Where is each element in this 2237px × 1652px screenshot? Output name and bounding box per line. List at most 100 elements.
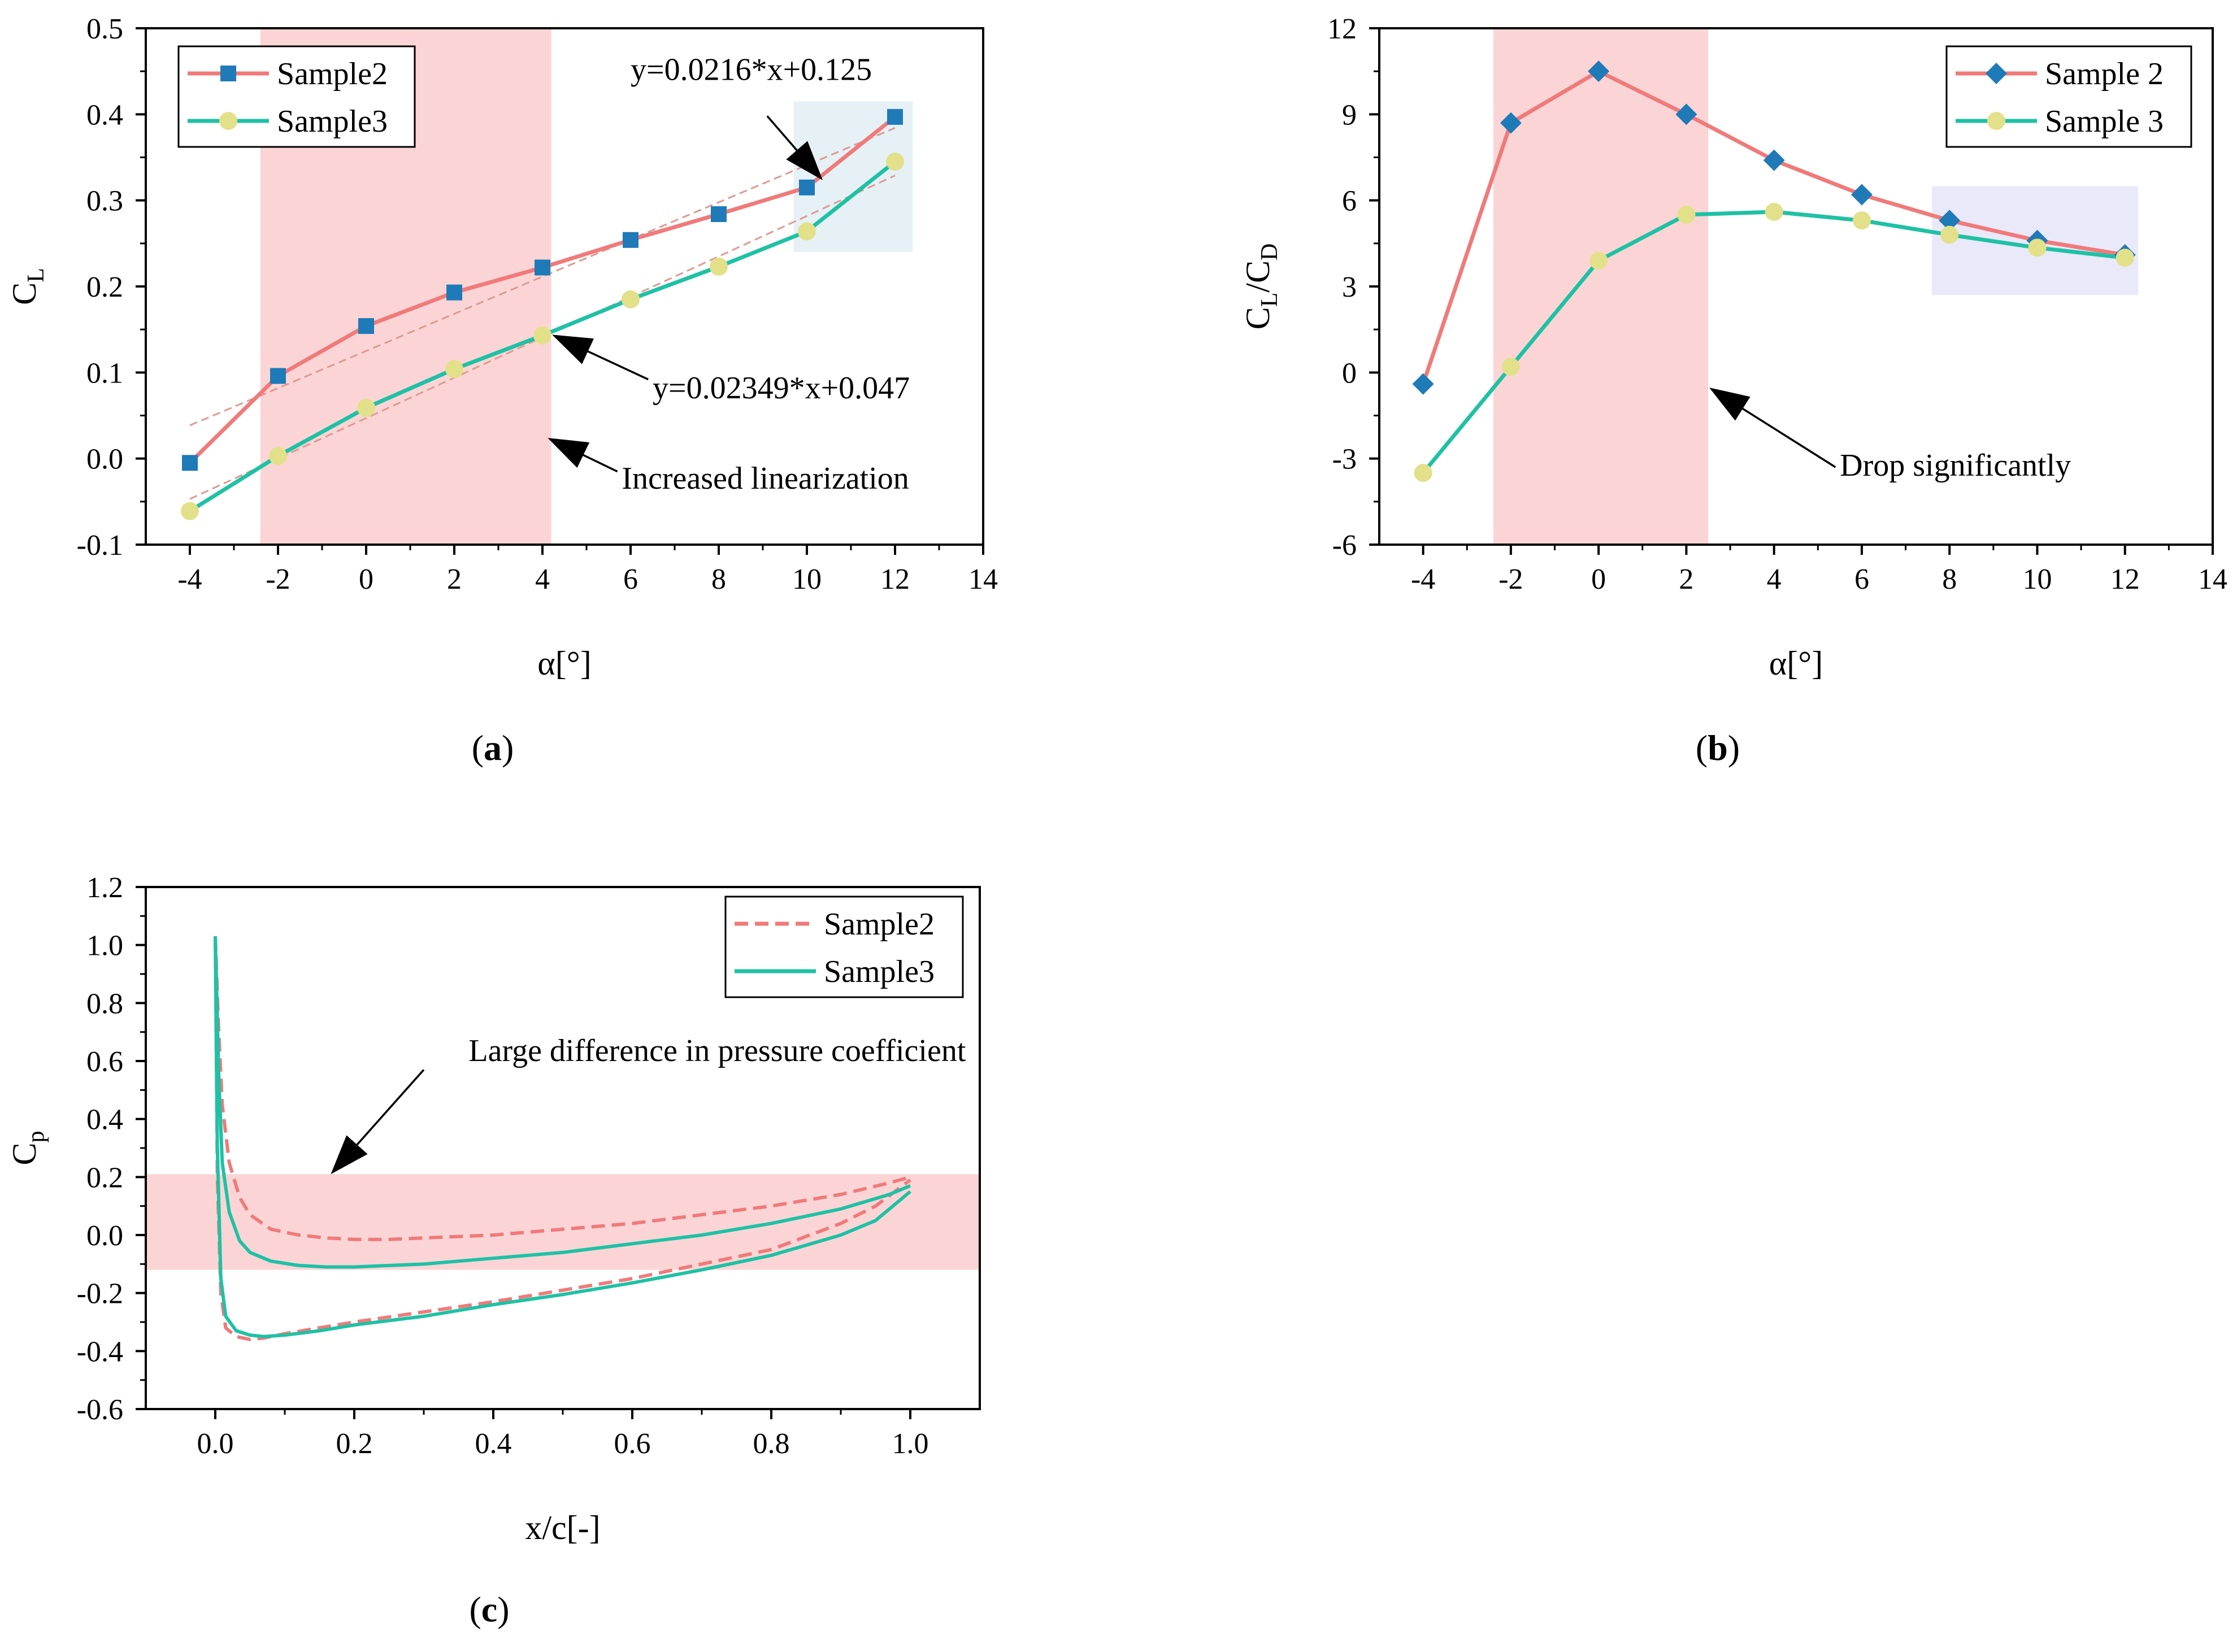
panel-label: (b) xyxy=(1696,728,1740,768)
panel-c: 0.0 0.2 0.4 0.6 0.8 1.0 -0.6 -0.4 -0.2 0.0 0.2 0.4 0… xyxy=(6,872,981,1629)
y-axis-title-subscript: L xyxy=(1257,293,1283,307)
y-tick-label: 1.0 xyxy=(86,930,123,962)
x-tick-label: 4 xyxy=(1767,563,1782,595)
data-point xyxy=(533,326,551,345)
y-tick-label: -0.1 xyxy=(77,529,123,562)
data-point xyxy=(1412,373,1434,395)
cp-curve-lower xyxy=(214,936,911,1338)
y-tick-label: 12 xyxy=(1327,13,1357,45)
highlight-region xyxy=(1493,28,1709,545)
legend-marker xyxy=(220,66,236,81)
x-axis-title: α[°] xyxy=(1769,645,1823,682)
y-axis-title: CL/CD xyxy=(1239,244,1283,330)
data-point xyxy=(1588,60,1610,82)
data-point xyxy=(887,108,903,125)
data-point xyxy=(270,368,286,384)
y-axis-title-part: C xyxy=(6,282,43,305)
cp-curve-upper xyxy=(214,936,911,1269)
x-tick-label: 2 xyxy=(1679,563,1693,595)
legend-label: Sample 3 xyxy=(2045,104,2164,139)
x-tick-label: 14 xyxy=(968,563,998,595)
data-point xyxy=(1765,202,1783,221)
data-point xyxy=(1414,464,1432,482)
data-point xyxy=(535,259,550,276)
x-tick-label: 6 xyxy=(1854,563,1869,595)
data-point xyxy=(2116,249,2134,267)
x-tick-label: 1.0 xyxy=(892,1428,929,1460)
annotation-text: Drop significantly xyxy=(1840,448,2071,483)
data-point xyxy=(1675,103,1697,125)
y-tick-label: 3 xyxy=(1342,271,1357,303)
legend-marker xyxy=(1987,112,2005,130)
legend-label: Sample2 xyxy=(824,907,935,942)
panel-label-close: ) xyxy=(497,1589,509,1629)
annotation-arrow xyxy=(331,1069,425,1175)
annotation-text: y=0.02349*x+0.047 xyxy=(653,371,910,406)
data-point xyxy=(1939,210,1961,232)
x-tick-label: -4 xyxy=(1411,563,1435,595)
legend-label: Sample3 xyxy=(277,104,388,139)
x-tick-label: 8 xyxy=(1942,563,1957,595)
data-point xyxy=(2028,238,2047,257)
x-tick-label: 14 xyxy=(2198,563,2227,595)
y-tick-label: -0.2 xyxy=(77,1278,123,1310)
data-point xyxy=(886,153,904,171)
y-axis-title-subscript: L xyxy=(23,268,49,282)
y-tick-label: 0.2 xyxy=(86,271,123,303)
x-tick-label: 0.0 xyxy=(197,1428,234,1460)
x-tick-label: 10 xyxy=(2022,563,2052,595)
panel-label: (c) xyxy=(469,1589,509,1629)
panel-label-open: ( xyxy=(472,728,484,768)
y-tick-label: 0.5 xyxy=(86,13,123,45)
y-axis-title: CL xyxy=(6,268,49,305)
y-axis-title-subscript: D xyxy=(1257,244,1283,260)
panel-label-close: ) xyxy=(502,728,514,768)
legend-box xyxy=(1945,45,2192,148)
data-point xyxy=(623,232,638,248)
y-tick-label: 0.0 xyxy=(86,1220,123,1252)
y-axis-title-subscript: p xyxy=(23,1131,49,1142)
y-axis-title-part: /C xyxy=(1239,260,1276,293)
panel-label: (a) xyxy=(472,728,514,768)
annotation-text: Increased linearization xyxy=(622,461,909,496)
panel-label-close: ) xyxy=(1728,728,1740,768)
data-point xyxy=(182,455,198,471)
x-tick-label: -4 xyxy=(177,563,202,595)
y-tick-label: 9 xyxy=(1342,99,1357,131)
y-tick-label: -3 xyxy=(1332,444,1357,476)
y-tick-label: -0.6 xyxy=(77,1394,123,1426)
y-axis-title-part: C xyxy=(6,1142,43,1165)
legend-label: Sample 2 xyxy=(2045,56,2164,92)
y-tick-label: -0.4 xyxy=(77,1336,123,1368)
y-tick-label: 0 xyxy=(1342,357,1357,389)
y-axis-title: Cp xyxy=(6,1131,49,1165)
y-tick-label: 0.8 xyxy=(86,988,123,1020)
panel-label-letter: c xyxy=(481,1589,497,1629)
data-point xyxy=(1763,149,1785,171)
x-tick-label: 0.2 xyxy=(336,1428,373,1460)
y-tick-label: 0.4 xyxy=(86,99,123,131)
x-axis-title: α[°] xyxy=(537,645,591,682)
annotation-arrow xyxy=(552,334,649,381)
panel-label-letter: a xyxy=(484,728,502,768)
x-tick-label: 12 xyxy=(2110,563,2140,595)
data-point xyxy=(799,179,815,195)
y-tick-label: 0.0 xyxy=(86,444,123,476)
panel-a: -4 -2 0 2 4 6 8 10 12 14 -0.1 0.0 0.1 0.2 0.3 0.4 0.5 α[°… xyxy=(6,13,998,768)
data-point xyxy=(445,360,463,379)
cp-curve-upper xyxy=(214,936,911,1241)
data-point xyxy=(358,318,374,334)
data-point xyxy=(1851,184,1873,206)
y-tick-label: 0.4 xyxy=(86,1104,123,1136)
data-point xyxy=(1501,358,1520,376)
x-tick-label: 0.8 xyxy=(753,1428,790,1460)
legend-label: Sample3 xyxy=(824,954,935,989)
data-point xyxy=(181,502,199,520)
legend-box xyxy=(177,45,416,148)
annotation-arrow xyxy=(766,115,823,180)
data-point xyxy=(357,398,375,417)
y-tick-label: 6 xyxy=(1342,185,1357,218)
legend-box xyxy=(724,895,964,998)
x-tick-label: 2 xyxy=(447,563,462,595)
